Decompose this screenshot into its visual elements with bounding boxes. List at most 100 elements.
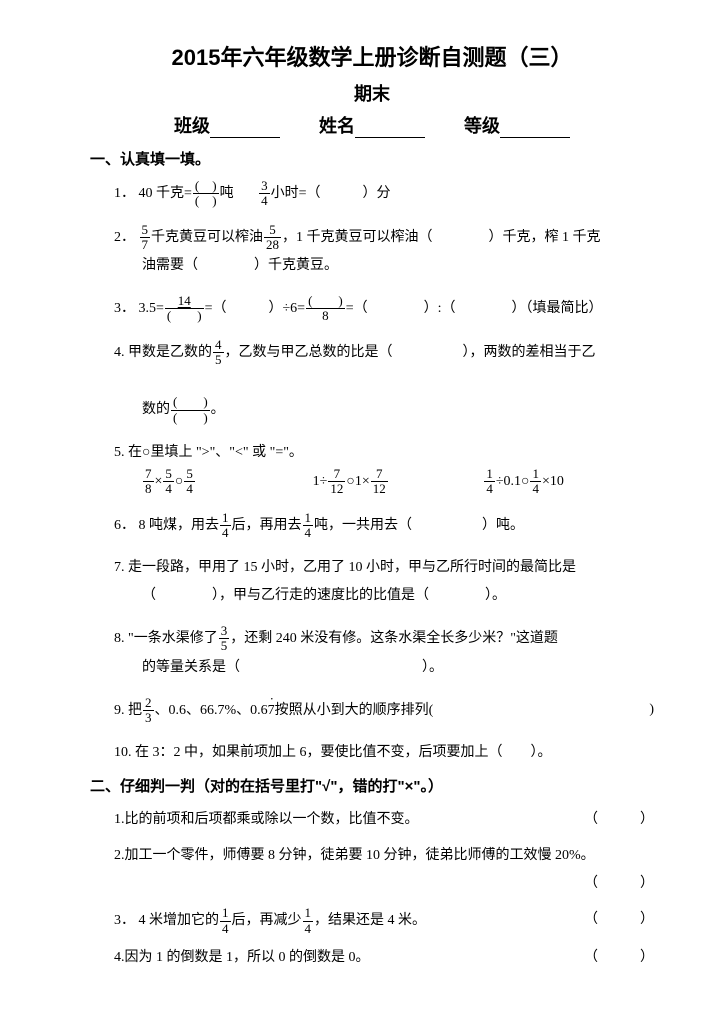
q5-c2b: ○1×	[346, 474, 369, 489]
q3-num: 3．	[114, 301, 135, 316]
frac-3-4: 34	[258, 179, 271, 209]
q2-a: 千克黄豆可以榨油	[151, 230, 263, 245]
q6-c: 吨，一共用去（ ）吨。	[314, 518, 524, 533]
frac-5-4a: 54	[162, 467, 175, 497]
grade-blank[interactable]	[500, 121, 570, 138]
frac-5-28: 528	[263, 223, 282, 253]
s2q3-brk: （ ）	[574, 906, 654, 936]
q3-a: 3.5=	[139, 301, 164, 316]
frac-1-4b: 14	[529, 467, 542, 497]
s2q1: 1.比的前项和后项都乘或除以一个数，比值不变。 （ ）	[114, 806, 654, 834]
q8: 8. "一条水渠修了35，还剩 240 米没有修。这条水渠全长多少米？"这道题 …	[114, 624, 654, 682]
class-blank[interactable]	[210, 121, 280, 138]
q10-a: 在 3：2 中，如果前项加上 6，要使比值不变，后项要加上（ ）。	[135, 745, 552, 760]
s2q2-brk: （ ）	[114, 870, 654, 898]
s2q2-num: 2.	[114, 848, 125, 863]
q2: 2． 57千克黄豆可以榨油528，1 千克黄豆可以榨油（ ）千克，榨 1 千克 …	[114, 223, 654, 281]
frac-7-12a: 712	[327, 467, 346, 497]
s2q3: 3． 4 米增加它的14后，再减少14，结果还是 4 米。 （ ）	[114, 906, 654, 936]
q2-c: 油需要（ ）千克黄豆。	[142, 258, 338, 273]
q9: 9. 把23、0.6、66.7%、0.67按照从小到大的顺序排列( )	[114, 696, 654, 726]
q9-b3: 按照从小到大的顺序排列(	[275, 703, 434, 718]
q4: 4. 甲数是乙数的45，乙数与甲乙总数的比是（ ），两数的差相当于乙 数的( )…	[114, 338, 654, 425]
q4-a: 甲数是乙数的	[128, 345, 212, 360]
q5-c3a: ÷0.1○	[496, 474, 530, 489]
q6-a: 8 吨煤，用去	[139, 518, 220, 533]
q3-b: =（ ）÷6=	[205, 301, 305, 316]
frac-1-4a: 14	[483, 467, 496, 497]
frac-7-8: 78	[142, 467, 155, 497]
frac-2-3: 23	[142, 696, 155, 726]
q4-b: ，乙数与甲乙总数的比是（ ），两数的差相当于乙	[225, 345, 596, 360]
q5-c3b: ×10	[542, 474, 564, 489]
s2q3-b: 后，再减少	[232, 913, 302, 928]
q5-num: 5.	[114, 445, 125, 460]
q8-num: 8.	[114, 631, 125, 646]
q2-num: 2．	[114, 230, 135, 245]
s2q4: 4.因为 1 的倒数是 1，所以 0 的倒数是 0。 （ ）	[114, 944, 654, 972]
q5-c1: 78×54○54	[142, 467, 313, 497]
info-line: 班级 姓名 等级	[90, 112, 654, 138]
frac-1-4f: 14	[302, 906, 315, 936]
q10-num: 10.	[114, 745, 132, 760]
s2q2-a: 加工一个零件，师傅要 8 分钟，徒弟要 10 分钟，徒弟比师傅的工效慢 20%。	[125, 848, 595, 863]
q5-c1b: ○	[175, 474, 183, 489]
q9-c: )	[649, 696, 654, 726]
frac-1-4d: 14	[302, 511, 315, 541]
frac-14-blank: 14( )	[164, 294, 205, 324]
q8-a: "一条水渠修了	[128, 631, 218, 646]
section2-head: 二、仔细判一判（对的在括号里打"√"，错的打"×"。）	[90, 775, 654, 796]
q1-b: 吨	[220, 186, 234, 201]
q4-num: 4.	[114, 345, 125, 360]
frac-blank-8: ( )8	[305, 294, 346, 324]
frac-7-12b: 712	[370, 467, 389, 497]
section1-head: 一、认真填一填。	[90, 148, 654, 169]
s2q3-c: ，结果还是 4 米。	[314, 913, 426, 928]
q1-num: 1．	[114, 186, 135, 201]
s2q1-a: 比的前项和后项都乘或除以一个数，比值不变。	[125, 812, 419, 827]
frac-5-7: 57	[139, 223, 152, 253]
q4-d: 。	[211, 402, 225, 417]
frac-1-4e: 14	[219, 906, 232, 936]
q6: 6． 8 吨煤，用去14后，再用去14吨，一共用去（ ）吨。	[114, 511, 654, 541]
q7-b: （ ），甲与乙行走的速度比的比值是（ ）。	[142, 588, 506, 603]
q4-c: 数的	[142, 402, 170, 417]
frac-blank: ( )( )	[192, 179, 220, 209]
s2q3-num: 3．	[114, 913, 135, 928]
s2q4-a: 因为 1 的倒数是 1，所以 0 的倒数是 0。	[125, 950, 370, 965]
q9-b: 、0.6、66.7%、0.6	[155, 703, 268, 718]
s2q1-num: 1.	[114, 812, 125, 827]
name-blank[interactable]	[355, 121, 425, 138]
q7-a: 走一段路，甲用了 15 小时，乙用了 10 小时，甲与乙所行时间的最简比是	[128, 560, 576, 575]
q9-a: 把	[128, 703, 142, 718]
q6-num: 6．	[114, 518, 135, 533]
s2q3-a: 4 米增加它的	[139, 913, 220, 928]
q5-row: 78×54○54 1÷712○1×712 14÷0.1○14×10	[142, 467, 654, 497]
q1-c: 小时=（ ）分	[271, 186, 391, 201]
q3: 3． 3.5=14( )=（ ）÷6=( )8=（ ）:（ ）（填最简比）	[114, 294, 654, 324]
frac-4-5: 45	[212, 338, 225, 368]
q5-c1a: ×	[155, 474, 163, 489]
q2-b: ，1 千克黄豆可以榨油（ ）千克，榨 1 千克	[282, 230, 601, 245]
q1-a: 40 千克=	[139, 186, 192, 201]
exam-page: 2015年六年级数学上册诊断自测题（三） 期末 班级 姓名 等级 一、认真填一填…	[0, 0, 724, 1023]
frac-blank2: ( )( )	[170, 395, 211, 425]
q5-a: 在○里填上 ">"、"<" 或 "="。	[128, 445, 303, 460]
class-label: 班级	[174, 116, 210, 136]
q5-c2: 1÷712○1×712	[313, 467, 484, 497]
q5-c2a: 1÷	[313, 474, 328, 489]
q5-c3: 14÷0.1○14×10	[483, 467, 654, 497]
q8-b: ，还剩 240 米没有修。这条水渠全长多少米？"这道题	[230, 631, 558, 646]
page-title: 2015年六年级数学上册诊断自测题（三）	[90, 40, 654, 72]
q10: 10. 在 3：2 中，如果前项加上 6，要使比值不变，后项要加上（ ）。	[114, 739, 654, 767]
q7: 7. 走一段路，甲用了 15 小时，乙用了 10 小时，甲与乙所行时间的最简比是…	[114, 554, 654, 610]
s2q2: 2.加工一个零件，师傅要 8 分钟，徒弟要 10 分钟，徒弟比师傅的工效慢 20…	[114, 842, 654, 898]
frac-5-4b: 54	[183, 467, 196, 497]
grade-label: 等级	[464, 116, 500, 136]
q1: 1． 40 千克=( )( )吨 34小时=（ ）分	[114, 179, 654, 209]
s2q4-num: 4.	[114, 950, 125, 965]
frac-1-4c: 14	[219, 511, 232, 541]
page-subtitle: 期末	[90, 80, 654, 106]
q7-num: 7.	[114, 560, 125, 575]
q9-num: 9.	[114, 703, 125, 718]
